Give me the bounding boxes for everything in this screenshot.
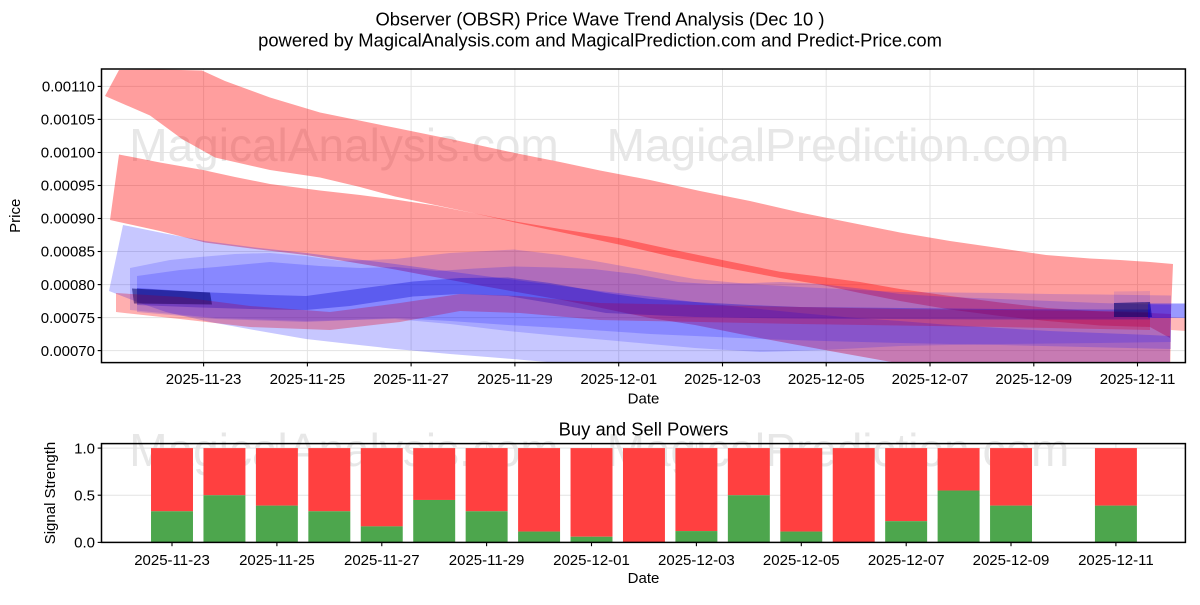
svg-text:0.00075: 0.00075 (41, 310, 95, 327)
svg-text:2025-12-09: 2025-12-09 (995, 371, 1072, 388)
svg-text:2025-12-01: 2025-12-01 (580, 371, 657, 388)
svg-text:2025-11-23: 2025-11-23 (134, 552, 210, 569)
svg-text:0.00070: 0.00070 (41, 343, 95, 360)
svg-text:2025-11-23: 2025-11-23 (166, 371, 242, 388)
svg-text:2025-12-09: 2025-12-09 (973, 552, 1050, 569)
svg-text:0.00095: 0.00095 (41, 178, 95, 195)
svg-text:Buy and Sell Powers: Buy and Sell Powers (559, 419, 729, 440)
svg-text:Signal Strength: Signal Strength (42, 442, 59, 545)
svg-text:Price: Price (7, 199, 24, 233)
svg-text:2025-11-25: 2025-11-25 (270, 371, 346, 388)
svg-text:2025-12-03: 2025-12-03 (684, 371, 761, 388)
svg-text:0.00080: 0.00080 (41, 277, 95, 294)
svg-text:2025-12-05: 2025-12-05 (788, 371, 865, 388)
svg-text:2025-11-27: 2025-11-27 (373, 371, 449, 388)
svg-text:0.00090: 0.00090 (41, 211, 95, 228)
svg-text:powered by MagicalAnalysis.com: powered by MagicalAnalysis.com and Magic… (258, 30, 942, 51)
svg-text:Date: Date (628, 570, 660, 587)
svg-text:0.00110: 0.00110 (42, 79, 95, 96)
svg-text:0.0: 0.0 (74, 535, 95, 552)
svg-text:Observer (OBSR) Price Wave Tre: Observer (OBSR) Price Wave Trend Analysi… (376, 9, 825, 30)
svg-text:2025-11-29: 2025-11-29 (477, 371, 553, 388)
svg-text:2025-12-05: 2025-12-05 (763, 552, 840, 569)
svg-text:1.0: 1.0 (74, 440, 95, 457)
svg-text:2025-12-01: 2025-12-01 (553, 552, 630, 569)
svg-text:Date: Date (628, 390, 660, 407)
svg-text:2025-12-11: 2025-12-11 (1078, 552, 1154, 569)
svg-text:2025-12-11: 2025-12-11 (1100, 371, 1176, 388)
svg-text:0.00100: 0.00100 (41, 145, 95, 162)
svg-text:0.00105: 0.00105 (41, 112, 95, 129)
svg-text:2025-12-03: 2025-12-03 (658, 552, 735, 569)
svg-text:2025-12-07: 2025-12-07 (868, 552, 945, 569)
svg-text:2025-12-07: 2025-12-07 (892, 371, 969, 388)
svg-text:2025-11-27: 2025-11-27 (344, 552, 420, 569)
svg-text:0.00085: 0.00085 (41, 244, 95, 261)
svg-text:MagicalAnalysis.com: MagicalAnalysis.com (129, 119, 558, 171)
svg-text:MagicalPrediction.com: MagicalPrediction.com (607, 119, 1070, 171)
svg-text:0.5: 0.5 (74, 487, 95, 504)
svg-text:2025-11-25: 2025-11-25 (239, 552, 315, 569)
svg-text:2025-11-29: 2025-11-29 (449, 552, 525, 569)
